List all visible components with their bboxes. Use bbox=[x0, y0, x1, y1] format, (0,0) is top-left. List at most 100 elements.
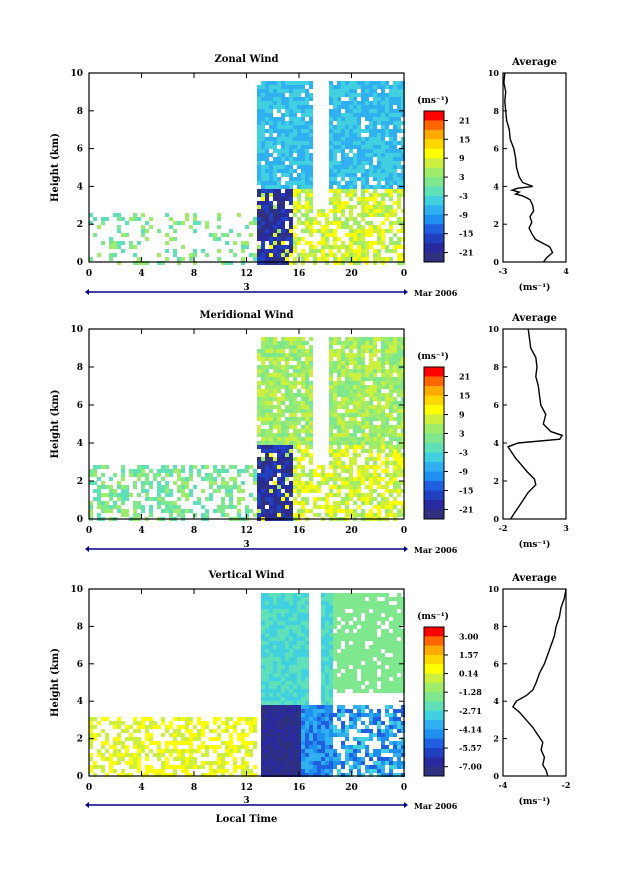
wind-cell bbox=[401, 473, 405, 477]
wind-cell bbox=[125, 761, 129, 765]
wind-cell bbox=[281, 641, 285, 645]
wind-cell bbox=[265, 157, 269, 161]
wind-cell bbox=[337, 385, 341, 389]
wind-cell bbox=[261, 609, 265, 613]
wind-cell bbox=[373, 625, 377, 629]
wind-cell bbox=[329, 605, 333, 609]
wind-cell bbox=[285, 489, 289, 493]
wind-cell bbox=[277, 253, 281, 257]
wind-cell bbox=[349, 389, 353, 393]
wind-cell bbox=[337, 261, 341, 265]
wind-cell bbox=[293, 685, 297, 689]
wind-cell bbox=[345, 757, 349, 761]
wind-cell bbox=[165, 249, 169, 253]
wind-cell bbox=[345, 181, 349, 185]
wind-cell bbox=[97, 225, 101, 229]
wind-cell bbox=[373, 677, 377, 681]
wind-cell bbox=[365, 605, 369, 609]
wind-cell bbox=[121, 757, 125, 761]
wind-cell bbox=[281, 457, 285, 461]
wind-cell bbox=[337, 205, 341, 209]
wind-cell bbox=[357, 413, 361, 417]
wind-cell bbox=[397, 721, 401, 725]
wind-cell bbox=[309, 481, 313, 485]
wind-cell bbox=[401, 357, 405, 361]
wind-cell bbox=[389, 133, 393, 137]
wind-cell bbox=[357, 605, 361, 609]
wind-cell bbox=[301, 205, 305, 209]
wind-cell bbox=[285, 757, 289, 761]
wind-cell bbox=[285, 153, 289, 157]
wind-cell bbox=[337, 437, 341, 441]
wind-cell bbox=[297, 729, 301, 733]
wind-cell bbox=[209, 233, 213, 237]
wind-cell bbox=[297, 445, 301, 449]
wind-cell bbox=[381, 729, 385, 733]
wind-cell bbox=[305, 221, 309, 225]
wind-cell bbox=[313, 745, 317, 749]
wind-cell bbox=[233, 721, 237, 725]
wind-cell bbox=[269, 249, 273, 253]
wind-cell bbox=[305, 413, 309, 417]
wind-cell bbox=[277, 637, 281, 641]
wind-cell bbox=[293, 137, 297, 141]
wind-cell bbox=[297, 725, 301, 729]
wind-cell bbox=[185, 737, 189, 741]
wind-cell bbox=[277, 445, 281, 449]
y-tick-label: 0 bbox=[77, 258, 83, 268]
wind-cell bbox=[357, 153, 361, 157]
wind-cell bbox=[333, 141, 337, 145]
wind-cell bbox=[193, 737, 197, 741]
wind-cell bbox=[261, 485, 265, 489]
wind-cell bbox=[309, 137, 313, 141]
wind-cell bbox=[273, 229, 277, 233]
wind-cell bbox=[269, 629, 273, 633]
wind-cell bbox=[273, 713, 277, 717]
wind-cell bbox=[377, 209, 381, 213]
wind-cell bbox=[337, 381, 341, 385]
wind-cell bbox=[381, 721, 385, 725]
wind-cell bbox=[373, 417, 377, 421]
wind-cell bbox=[185, 721, 189, 725]
wind-cell bbox=[373, 213, 377, 217]
wind-cell bbox=[393, 741, 397, 745]
wind-cell bbox=[121, 477, 125, 481]
wind-cell bbox=[269, 353, 273, 357]
wind-cell bbox=[201, 249, 205, 253]
wind-cell bbox=[369, 353, 373, 357]
wind-cell bbox=[373, 717, 377, 721]
wind-cell bbox=[357, 229, 361, 233]
wind-cell bbox=[353, 85, 357, 89]
wind-cell bbox=[365, 377, 369, 381]
wind-cell bbox=[333, 725, 337, 729]
wind-cell bbox=[249, 729, 253, 733]
wind-cell bbox=[341, 345, 345, 349]
wind-cell bbox=[337, 149, 341, 153]
avg-title: Average bbox=[511, 313, 557, 324]
wind-cell bbox=[329, 357, 333, 361]
wind-cell bbox=[365, 765, 369, 769]
wind-cell bbox=[277, 477, 281, 481]
wind-cell bbox=[277, 433, 281, 437]
wind-cell bbox=[285, 753, 289, 757]
wind-cell bbox=[261, 749, 265, 753]
wind-cell bbox=[333, 653, 337, 657]
wind-cell bbox=[329, 697, 333, 701]
wind-cell bbox=[277, 193, 281, 197]
wind-cell bbox=[245, 765, 249, 769]
wind-cell bbox=[321, 769, 325, 773]
wind-cell bbox=[297, 189, 301, 193]
wind-cell bbox=[393, 753, 397, 757]
wind-cell bbox=[373, 765, 377, 769]
wind-cell bbox=[141, 473, 145, 477]
wind-cell bbox=[321, 677, 325, 681]
wind-cell bbox=[269, 113, 273, 117]
wind-cell bbox=[273, 497, 277, 501]
wind-cell bbox=[289, 177, 293, 181]
wind-cell bbox=[397, 217, 401, 221]
wind-cell bbox=[381, 437, 385, 441]
wind-cell bbox=[261, 773, 265, 777]
wind-cell bbox=[305, 681, 309, 685]
wind-cell bbox=[385, 629, 389, 633]
wind-cell bbox=[257, 457, 261, 461]
